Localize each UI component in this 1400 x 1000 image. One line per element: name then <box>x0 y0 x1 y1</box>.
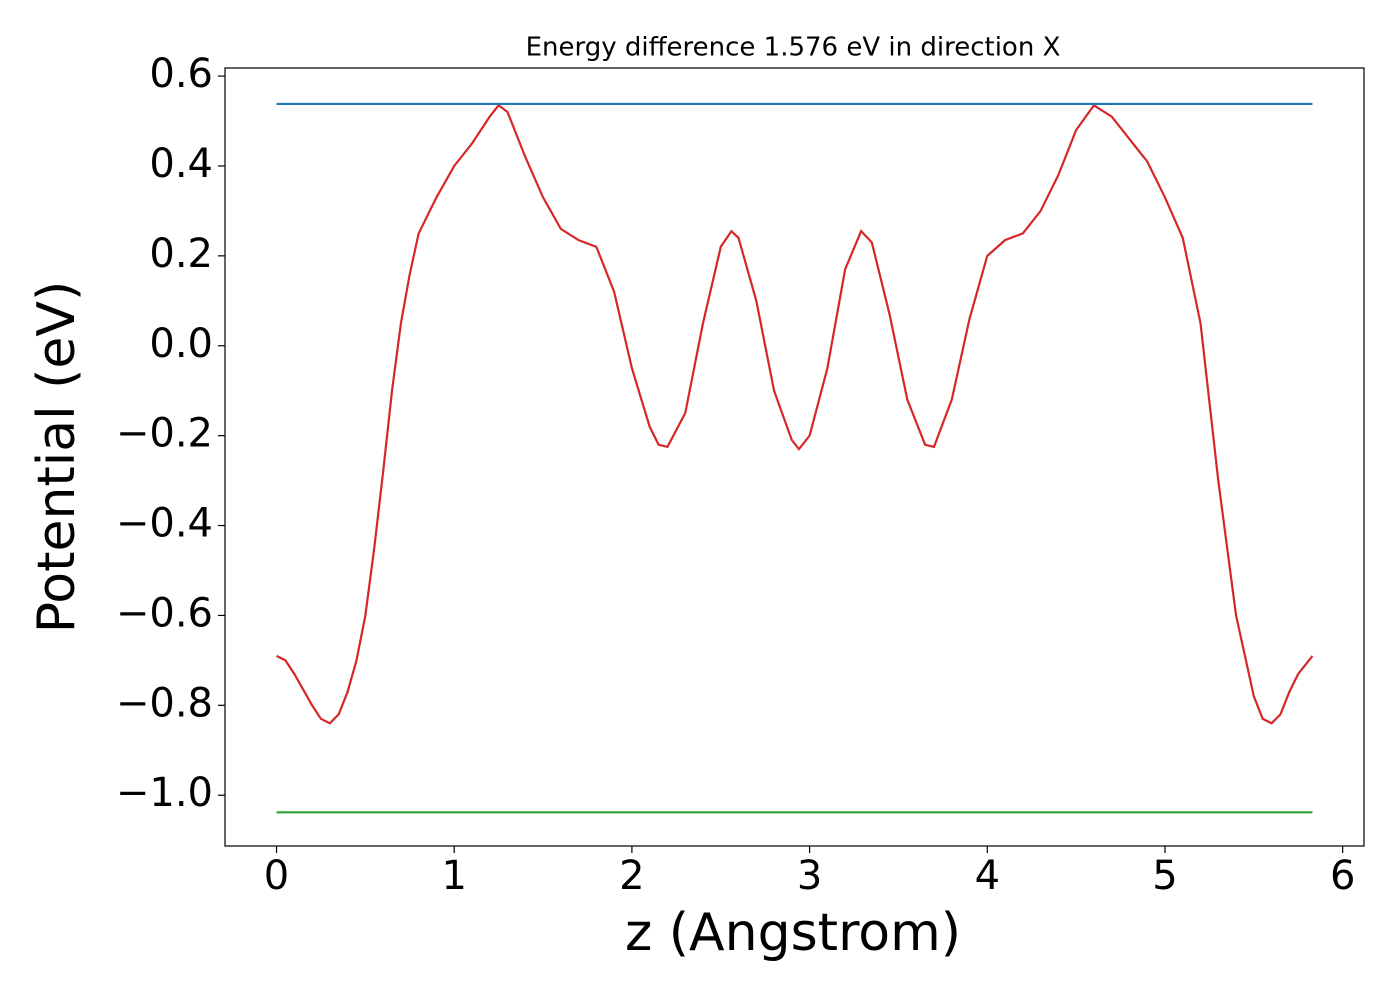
x-axis-label: z (Angstrom) <box>625 903 961 963</box>
y-tick-label: −0.2 <box>116 411 213 457</box>
y-axis-label: Potential (eV) <box>27 281 87 633</box>
y-tick-label: 0.4 <box>149 141 213 187</box>
x-tick-label: 5 <box>1152 853 1177 899</box>
y-tick-label: −0.8 <box>116 680 213 726</box>
data-line <box>276 103 1314 725</box>
y-tick-label: 0.6 <box>149 51 213 97</box>
x-tick-label: 2 <box>619 853 644 899</box>
x-tick-label: 4 <box>975 853 1000 899</box>
chart-title: Energy difference 1.576 eV in direction … <box>526 33 1061 63</box>
plot-frame <box>224 67 1365 847</box>
x-tick-label: 1 <box>441 853 466 899</box>
y-tick-label: −0.6 <box>116 590 213 636</box>
x-tick-label: 3 <box>797 853 822 899</box>
y-tick-label: −1.0 <box>116 770 213 816</box>
y-tick-label: 0.0 <box>149 321 213 367</box>
x-tick-label: 0 <box>264 853 289 899</box>
y-tick-label: −0.4 <box>116 501 213 547</box>
x-tick-label: 6 <box>1330 853 1355 899</box>
y-tick-label: 0.2 <box>149 231 213 277</box>
